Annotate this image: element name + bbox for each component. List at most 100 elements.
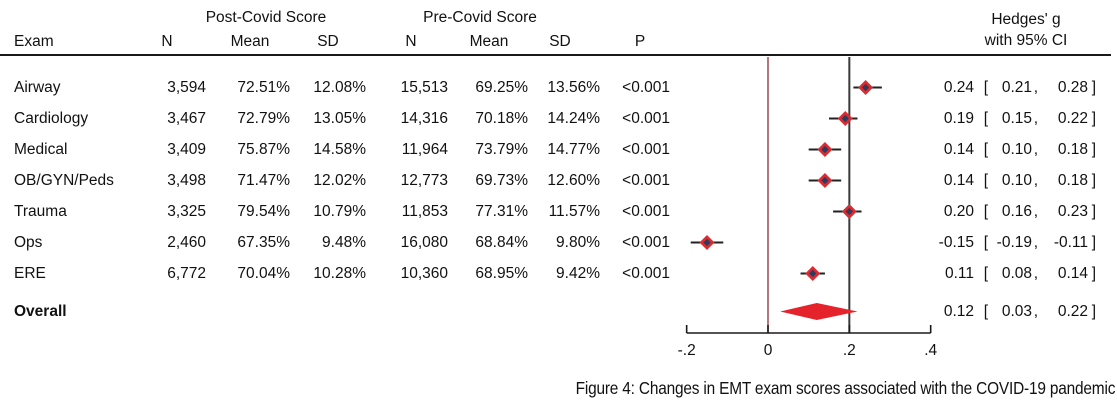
- hedges-g-value: 0.19 [0.15, 0.22]: [943, 110, 1096, 127]
- hedges-g-value: 0.14 [0.10, 0.18]: [943, 172, 1096, 189]
- pre-mean-cell: 70.18%: [475, 110, 528, 127]
- pre-n-column-header: N: [405, 33, 417, 50]
- post-n-cell: 3,325: [167, 203, 206, 220]
- pre-mean-column-header: Mean: [469, 33, 509, 50]
- pre-mean-cell: 77.31%: [475, 203, 528, 220]
- post-n-cell: 3,498: [167, 172, 206, 189]
- post-sd-column-header: SD: [317, 33, 339, 50]
- p-cell: <0.001: [622, 172, 670, 189]
- post-n-cell: 2,460: [167, 234, 206, 251]
- post-mean-cell: 72.51%: [237, 79, 290, 96]
- exam-cell: Medical: [14, 141, 68, 158]
- pre-sd-cell: 11.57%: [548, 203, 600, 220]
- post-mean-cell: 79.54%: [237, 203, 290, 220]
- post-mean-cell: 70.04%: [237, 265, 290, 282]
- p-cell: <0.001: [622, 110, 670, 127]
- exam-cell: ERE: [14, 265, 46, 282]
- pre-n-cell: 14,316: [400, 110, 448, 127]
- table-row: Ops 2,460 67.35% 9.48% 16,080 68.84% 9.80% <0.0…: [0, 227, 1117, 258]
- pre-sd-cell: 14.77%: [547, 141, 600, 158]
- exam-cell: Airway: [14, 79, 61, 96]
- p-cell: <0.001: [622, 234, 670, 251]
- study-diamond-center: [821, 145, 829, 154]
- post-sd-cell: 10.79%: [313, 203, 366, 220]
- hedges-g-header-line1: Hedges' g: [991, 11, 1061, 28]
- study-diamond-center: [809, 269, 817, 278]
- hedges-g-value: 0.12 [0.03, 0.22]: [943, 303, 1096, 320]
- x-axis-tick-label: .2: [843, 342, 856, 359]
- x-axis-tick-label: -.2: [678, 342, 696, 359]
- post-mean-cell: 71.47%: [237, 172, 290, 189]
- study-diamond-center: [703, 238, 711, 247]
- p-cell: <0.001: [622, 265, 670, 282]
- pre-n-cell: 11,964: [401, 141, 448, 158]
- study-diamond-center: [841, 114, 849, 123]
- exam-cell: Overall: [14, 303, 67, 320]
- pre-mean-cell: 69.73%: [475, 172, 528, 189]
- post-sd-cell: 12.02%: [313, 172, 366, 189]
- pre-mean-cell: 73.79%: [475, 141, 528, 158]
- header-rule: [0, 54, 1111, 56]
- post-sd-cell: 14.58%: [313, 141, 366, 158]
- hedges-g-value: 0.11 [0.08, 0.14]: [944, 265, 1096, 282]
- pre-n-cell: 12,773: [400, 172, 448, 189]
- post-mean-cell: 67.35%: [237, 234, 290, 251]
- post-n-column-header: N: [161, 33, 173, 50]
- pre-n-cell: 15,513: [400, 79, 448, 96]
- overall-row: Overall 0.12 [0.03, 0.22]: [0, 296, 1117, 327]
- hedges-g-value: 0.20 [0.16, 0.23]: [943, 203, 1096, 220]
- hedges-g-header: Hedges' g with 95% CI: [940, 9, 1112, 51]
- post-mean-column-header: Mean: [230, 33, 270, 50]
- p-column-header: P: [634, 33, 646, 50]
- pre-n-cell: 10,360: [400, 265, 448, 282]
- post-n-cell: 3,594: [167, 79, 206, 96]
- p-cell: <0.001: [622, 203, 670, 220]
- pre-covid-group-header: Pre-Covid Score: [423, 9, 537, 26]
- forest-plot: -.2 0 .2 .4: [678, 57, 938, 359]
- pre-n-cell: 16,080: [400, 234, 448, 251]
- p-cell: <0.001: [622, 79, 670, 96]
- study-diamond-center: [862, 83, 870, 92]
- post-mean-cell: 75.87%: [237, 141, 290, 158]
- pre-mean-cell: 69.25%: [475, 79, 528, 96]
- pre-sd-cell: 14.24%: [547, 110, 600, 127]
- post-n-cell: 3,409: [167, 141, 206, 158]
- hedges-g-value: 0.14 [0.10, 0.18]: [943, 141, 1096, 158]
- post-sd-cell: 13.05%: [313, 110, 366, 127]
- study-diamond-center: [821, 176, 829, 185]
- x-axis-tick-label: .4: [924, 342, 937, 359]
- p-cell: <0.001: [622, 141, 670, 158]
- table-row: Airway 3,594 72.51% 12.08% 15,513 69.25% 13.56…: [0, 72, 1117, 103]
- post-sd-cell: 9.48%: [322, 234, 366, 251]
- hedges-g-header-line2: with 95% CI: [984, 32, 1068, 49]
- pre-sd-cell: 9.42%: [556, 265, 600, 282]
- pre-mean-cell: 68.95%: [475, 265, 528, 282]
- exam-cell: Cardiology: [14, 110, 89, 127]
- study-diamond-center: [845, 207, 853, 216]
- pre-sd-cell: 12.60%: [547, 172, 600, 189]
- table-row: OB/GYN/Peds 3,498 71.47% 12.02% 12,773 69.73%…: [0, 165, 1117, 196]
- overall-pooled-diamond: [780, 303, 858, 320]
- hedges-g-value: -0.15 [-0.19, -0.11]: [938, 234, 1096, 251]
- exam-cell: Trauma: [14, 203, 67, 220]
- post-sd-cell: 10.28%: [313, 265, 366, 282]
- pre-mean-cell: 68.84%: [475, 234, 528, 251]
- post-sd-cell: 12.08%: [313, 79, 366, 96]
- exam-column-header: Exam: [14, 33, 54, 50]
- pre-n-cell: 11,853: [401, 203, 448, 220]
- pre-sd-cell: 9.80%: [556, 234, 600, 251]
- post-n-cell: 6,772: [167, 265, 206, 282]
- post-n-cell: 3,467: [167, 110, 206, 127]
- table-row: Medical 3,409 75.87% 14.58% 11,964 73.79% 14.7…: [0, 134, 1117, 165]
- pre-sd-column-header: SD: [549, 33, 571, 50]
- post-covid-group-header: Post-Covid Score: [205, 9, 327, 26]
- table-row: Trauma 3,325 79.54% 10.79% 11,853 77.31% 11.57…: [0, 196, 1117, 227]
- table-row: ERE 6,772 70.04% 10.28% 10,360 68.95% 9.42% <0.…: [0, 258, 1117, 289]
- post-mean-cell: 72.79%: [237, 110, 290, 127]
- exam-cell: Ops: [14, 234, 43, 251]
- x-axis-tick-label: 0: [764, 342, 773, 359]
- figure-caption: Figure 4: Changes in EMT exam scores ass…: [575, 378, 1115, 398]
- pre-sd-cell: 13.56%: [547, 79, 600, 96]
- exam-cell: OB/GYN/Peds: [14, 172, 114, 189]
